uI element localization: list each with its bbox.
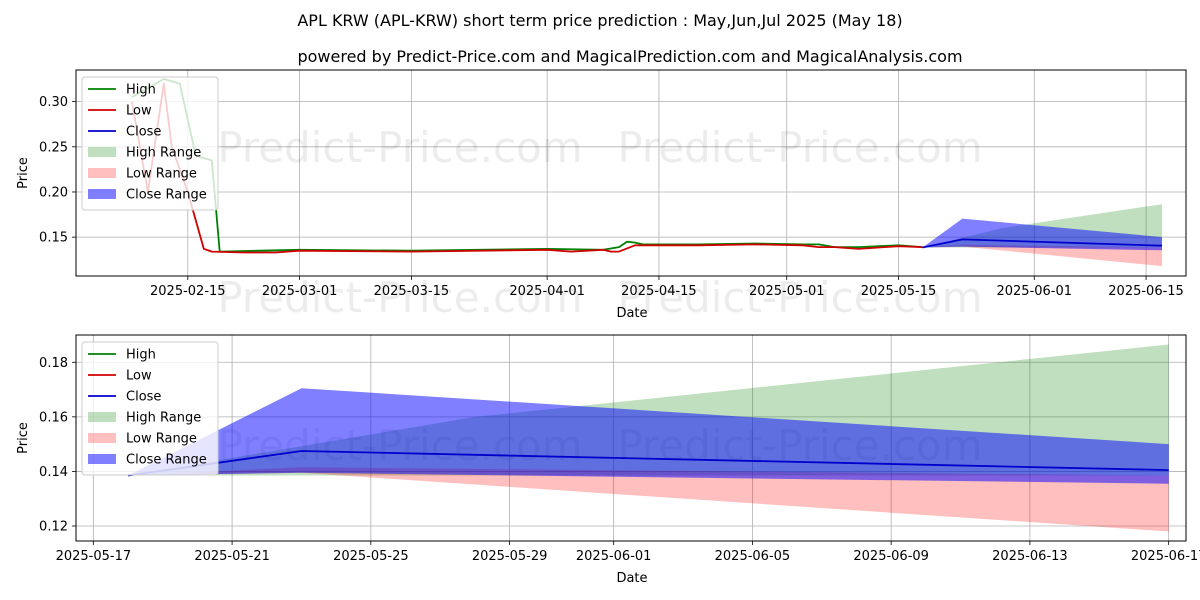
bottom-y-tick-label: 0.12 — [39, 519, 68, 534]
bottom-x-tick-label: 2025-05-21 — [194, 549, 270, 564]
top-legend-low-range-label: Low Range — [126, 167, 197, 182]
top-y-tick-label: 0.15 — [39, 231, 68, 246]
top-legend-low-range-swatch — [88, 168, 116, 178]
bottom-x-tick-label: 2025-06-05 — [715, 549, 791, 564]
bottom-x-tick-label: 2025-05-17 — [56, 549, 132, 564]
top-x-tick-label: 2025-03-01 — [262, 284, 338, 299]
top-x-tick-label: 2025-06-01 — [996, 284, 1072, 299]
bottom-legend-high-label: High — [126, 348, 156, 363]
bottom-y-tick-label: 0.18 — [39, 356, 68, 371]
bottom-legend: High Low Close High Range Low Range Close Ran… — [81, 341, 219, 476]
top-x-tick-label: 2025-03-15 — [374, 284, 450, 299]
top-legend-low-label: Low — [126, 104, 152, 119]
top-x-tick-label: 2025-06-15 — [1108, 284, 1184, 299]
bottom-legend-low-label: Low — [126, 369, 152, 384]
bottom-y-tick-label: 0.16 — [39, 410, 68, 425]
bottom-legend-high-range-label: High Range — [126, 411, 201, 426]
top-axes-frame — [75, 69, 1187, 277]
top-legend-high-label: High — [126, 83, 156, 98]
bottom-x-tick-label: 2025-06-09 — [853, 549, 929, 564]
bottom-legend-close-range-swatch — [88, 454, 116, 464]
top-watermark: Predict-Price.com — [217, 123, 582, 172]
bottom-legend-high-range-swatch — [88, 412, 116, 422]
top-y-tick-label: 0.20 — [39, 185, 68, 200]
top-y-tick-label: 0.30 — [39, 95, 68, 110]
top-x-tick-label: 2025-04-15 — [621, 284, 697, 299]
chart-subtitle: powered by Predict-Price.com and Magical… — [297, 47, 962, 66]
top-y-tick-label: 0.25 — [39, 140, 68, 155]
top-x-tick-label: 2025-05-01 — [749, 284, 825, 299]
top-x-tick-label: 2025-02-15 — [150, 284, 226, 299]
top-close-range-area — [922, 218, 1162, 251]
bottom-x-tick-label: 2025-05-29 — [472, 549, 548, 564]
bottom-x-tick-label: 2025-06-13 — [992, 549, 1068, 564]
bottom-y-axis-label: Price — [16, 422, 31, 454]
bottom-x-tick-label: 2025-06-17 — [1131, 549, 1200, 564]
bottom-y-tick-label: 0.14 — [39, 465, 68, 480]
top-panel: 2025-02-15 2025-03-01 2025-03-15 2025-04-01… — [16, 69, 1187, 322]
top-x-tick-label: 2025-05-15 — [861, 284, 937, 299]
top-legend-close-label: Close — [126, 125, 161, 140]
bottom-panel: 2025-05-17 2025-05-21 2025-05-25 2025-05-29… — [16, 334, 1200, 586]
bottom-plot-area — [127, 344, 1169, 532]
bottom-legend-close-label: Close — [126, 390, 161, 405]
top-watermark: Predict-Price.com — [617, 273, 982, 322]
top-x-tick-label: 2025-04-01 — [509, 284, 585, 299]
bottom-x-tick-label: 2025-05-25 — [333, 549, 409, 564]
bottom-legend-low-range-swatch — [88, 433, 116, 443]
bottom-close-range-area — [128, 388, 1169, 484]
chart-title: APL KRW (APL-KRW) short term price predi… — [297, 11, 902, 30]
bottom-legend-low-range-label: Low Range — [126, 432, 197, 447]
top-watermark: Predict-Price.com — [217, 273, 582, 322]
top-legend-close-range-swatch — [88, 189, 116, 199]
top-legend-close-range-label: Close Range — [126, 188, 207, 203]
top-legend-high-range-label: High Range — [126, 146, 201, 161]
top-legend: High Low Close High Range Low Range Close Ran… — [81, 76, 219, 211]
top-x-axis-label: Date — [616, 306, 647, 321]
top-close-line — [922, 238, 1163, 249]
top-plot-area — [131, 78, 1163, 267]
top-low-range-area — [922, 244, 1162, 267]
top-y-axis-label: Price — [16, 157, 31, 189]
bottom-x-axis-label: Date — [616, 571, 647, 586]
top-legend-high-range-swatch — [88, 147, 116, 157]
bottom-low-range-area — [128, 467, 1169, 532]
top-watermark: Predict-Price.com — [617, 123, 982, 172]
bottom-axes-frame — [75, 334, 1187, 542]
bottom-legend-close-range-label: Close Range — [126, 453, 207, 468]
bottom-x-tick-label: 2025-06-01 — [576, 549, 652, 564]
